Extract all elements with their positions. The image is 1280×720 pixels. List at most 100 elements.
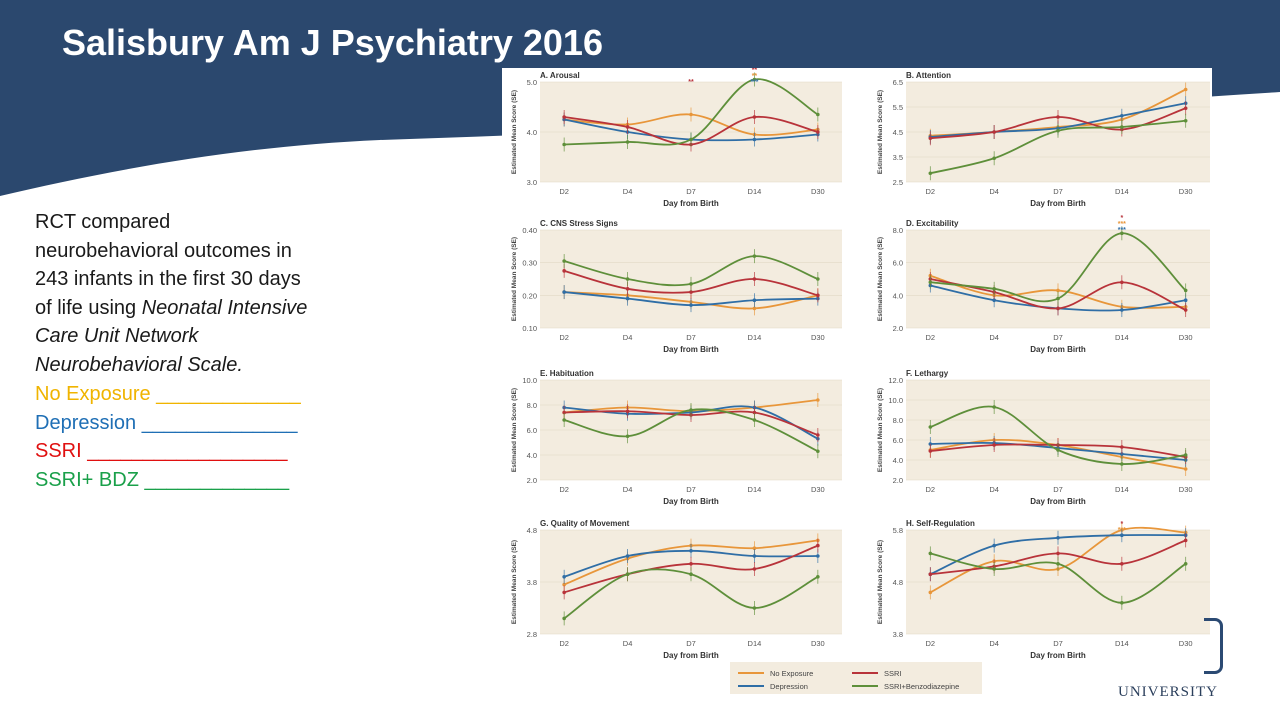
x-axis-label: Day from Birth bbox=[663, 651, 719, 660]
x-tick-label: D4 bbox=[623, 485, 633, 494]
y-tick-label: 8.0 bbox=[893, 226, 903, 235]
series-line bbox=[930, 232, 1187, 303]
data-point bbox=[1056, 536, 1060, 540]
chart-panel: C. CNS Stress Signs 0.10 0.20 0.30 0.40 Estim… bbox=[511, 219, 842, 354]
legend-label: No Exposure bbox=[770, 669, 813, 678]
x-axis-label: Day from Birth bbox=[1030, 651, 1086, 660]
data-point bbox=[689, 549, 693, 553]
y-tick-label: 2.0 bbox=[527, 476, 537, 485]
data-point bbox=[1120, 562, 1124, 566]
data-point bbox=[992, 443, 996, 447]
x-tick-label: D30 bbox=[811, 485, 825, 494]
chart-panel: G. Quality of Movement 2.8 3.8 4.8 Estimated… bbox=[511, 519, 842, 660]
data-point bbox=[1120, 113, 1124, 118]
color-key-ssri: SSRI __________________ bbox=[35, 440, 288, 462]
data-point bbox=[1120, 308, 1124, 312]
x-tick-label: D14 bbox=[1115, 187, 1129, 196]
x-axis-label: Day from Birth bbox=[663, 345, 719, 354]
y-axis-label: Estimated Mean Score (SE) bbox=[511, 90, 518, 174]
data-point bbox=[689, 282, 693, 286]
data-point bbox=[928, 171, 933, 176]
slide-title: Salisbury Am J Psychiatry 2016 bbox=[62, 22, 603, 63]
description-line-text: neurobehavioral outcomes in bbox=[35, 239, 292, 262]
data-point bbox=[1183, 298, 1188, 303]
data-point bbox=[1183, 106, 1188, 111]
y-tick-label: 6.5 bbox=[893, 78, 903, 87]
description-line: of life using Neonatal Intensive bbox=[35, 294, 370, 323]
significance-mark: *** bbox=[1118, 527, 1126, 534]
x-tick-label: D7 bbox=[1053, 187, 1063, 196]
data-point bbox=[689, 137, 693, 142]
y-tick-label: 2.8 bbox=[527, 630, 537, 639]
y-tick-label: 2.0 bbox=[893, 476, 903, 485]
y-tick-label: 3.5 bbox=[893, 153, 903, 162]
x-tick-label: D2 bbox=[559, 333, 569, 342]
y-tick-label: 4.0 bbox=[527, 451, 537, 460]
x-tick-label: D7 bbox=[686, 639, 696, 648]
data-point bbox=[562, 575, 566, 579]
data-point bbox=[562, 582, 566, 587]
data-point bbox=[689, 562, 693, 566]
description-line: Care Unit Network bbox=[35, 322, 370, 351]
y-axis-label: Estimated Mean Score (SE) bbox=[877, 388, 884, 472]
description-line-text: of life using bbox=[35, 296, 142, 319]
y-tick-label: 4.0 bbox=[893, 456, 903, 465]
x-axis-label: Day from Birth bbox=[663, 497, 719, 506]
x-tick-label: D30 bbox=[1179, 187, 1193, 196]
chart-panel: D. Excitability 2.0 4.0 6.0 8.0 Estimated Mea… bbox=[877, 215, 1210, 354]
y-tick-label: 2.5 bbox=[893, 178, 903, 187]
data-point bbox=[562, 290, 566, 294]
y-tick-label: 5.8 bbox=[893, 526, 903, 535]
data-point bbox=[928, 136, 933, 141]
x-tick-label: D30 bbox=[1179, 333, 1193, 342]
x-tick-label: D7 bbox=[1053, 485, 1063, 494]
x-tick-label: D30 bbox=[1179, 485, 1193, 494]
panel-title: H. Self-Regulation bbox=[906, 519, 975, 528]
y-axis-label: Estimated Mean Score (SE) bbox=[877, 237, 884, 321]
scale-name-part: Care Unit Network bbox=[35, 325, 199, 347]
description-line-text: RCT compared bbox=[35, 211, 171, 233]
significance-mark: ** bbox=[752, 73, 758, 80]
data-point bbox=[816, 277, 820, 281]
data-point bbox=[625, 140, 630, 144]
data-point bbox=[992, 156, 996, 161]
data-point bbox=[816, 293, 820, 298]
y-tick-label: 4.0 bbox=[527, 128, 537, 137]
y-tick-label: 0.30 bbox=[522, 259, 537, 268]
significance-mark: * bbox=[1120, 521, 1123, 528]
chart-panel: B. Attention 2.5 3.5 4.5 5.5 6.5 Estimated Mea… bbox=[877, 71, 1210, 208]
y-tick-label: 4.5 bbox=[893, 128, 903, 137]
y-tick-label: 10.0 bbox=[888, 396, 903, 405]
legend-label: SSRI bbox=[884, 669, 902, 678]
description-line: 243 infants in the first 30 days bbox=[35, 265, 370, 294]
x-tick-label: D14 bbox=[748, 639, 762, 648]
data-point bbox=[1183, 118, 1188, 123]
description-line-text: 243 infants in the first 30 days bbox=[35, 268, 301, 290]
x-tick-label: D2 bbox=[559, 639, 569, 648]
data-point bbox=[928, 572, 933, 576]
data-point bbox=[752, 606, 757, 610]
data-point bbox=[562, 418, 566, 422]
chart-panel: H. Self-Regulation 3.8 4.8 5.8 Estimated Mea… bbox=[877, 519, 1210, 660]
panel-title: D. Excitability bbox=[906, 219, 959, 228]
x-tick-label: D30 bbox=[1179, 639, 1193, 648]
data-point bbox=[689, 572, 693, 576]
color-key: No Exposure _____________ Depression ___… bbox=[35, 380, 301, 494]
x-axis-label: Day from Birth bbox=[1030, 497, 1086, 506]
data-point bbox=[1056, 448, 1060, 452]
y-tick-label: 6.0 bbox=[893, 259, 903, 268]
data-point bbox=[928, 449, 933, 453]
x-tick-label: D4 bbox=[623, 187, 633, 196]
color-key-no-exposure: No Exposure _____________ bbox=[35, 383, 301, 405]
y-tick-label: 4.8 bbox=[527, 526, 537, 535]
data-point bbox=[562, 115, 566, 119]
color-key-ssri-bdz: SSRI+ BDZ _____________ bbox=[35, 468, 290, 491]
data-point bbox=[1120, 601, 1124, 605]
significance-mark: * bbox=[1120, 215, 1123, 222]
data-point bbox=[752, 137, 757, 142]
legend-label: Depression bbox=[770, 682, 808, 691]
x-tick-label: D4 bbox=[623, 333, 633, 342]
data-point bbox=[1056, 288, 1060, 293]
x-tick-label: D14 bbox=[1115, 639, 1129, 648]
x-tick-label: D2 bbox=[926, 333, 936, 342]
